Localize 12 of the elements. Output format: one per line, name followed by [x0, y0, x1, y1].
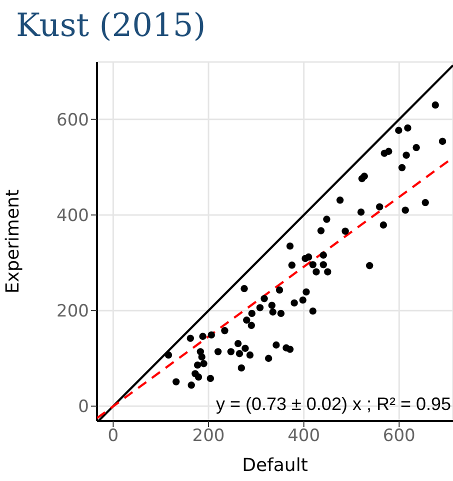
chart-title: Kust (2015): [16, 6, 206, 44]
y-tick-label: 200: [56, 302, 89, 322]
x-tick-label: 200: [192, 426, 225, 446]
y-tick-label: 0: [78, 397, 89, 418]
y-tick-label: 400: [56, 206, 89, 226]
x-tick-label: 400: [288, 426, 320, 446]
x-axis-title: Default: [242, 455, 308, 476]
x-tick-label: 600: [382, 426, 416, 446]
y-tick-label: 600: [56, 110, 89, 130]
y-axis-title: Experiment: [2, 189, 24, 294]
annotation: y = (0.73 ± 0.02) x ; R² = 0.95: [216, 394, 451, 415]
x-tick-label: 0: [108, 426, 119, 446]
